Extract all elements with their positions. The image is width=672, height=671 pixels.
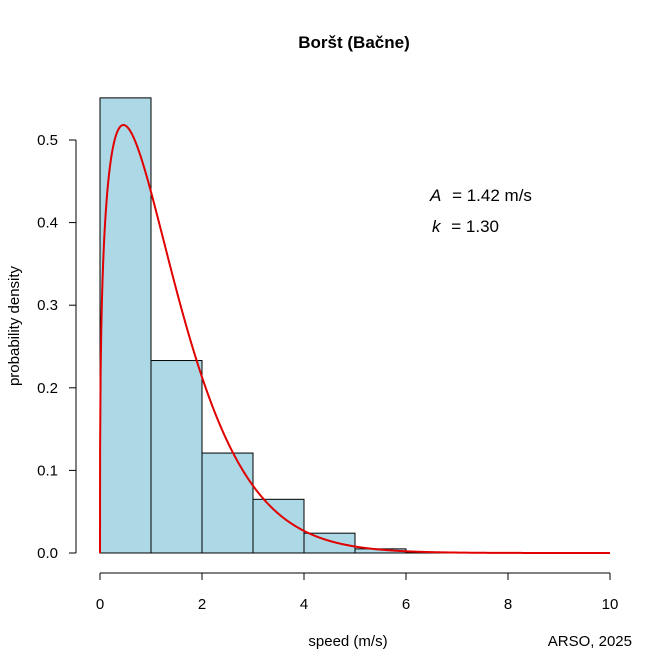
histogram-bar-1-2 [150, 360, 203, 554]
x-tick-label: 8 [504, 596, 512, 613]
x-axis-label: speed (m/s) [308, 633, 387, 650]
y-tick-label: 0.2 [37, 380, 58, 397]
chart-title: Boršt (Bačne) [298, 33, 409, 52]
histogram-bar-2-3 [201, 452, 254, 554]
y-tick-label: 0.0 [37, 545, 58, 562]
scale-parameter-value: = 1.42 m/s [452, 186, 532, 205]
x-tick-label: 6 [402, 596, 410, 613]
y-axis-label: probability density [6, 265, 23, 386]
x-tick-label: 10 [602, 596, 619, 613]
y-tick-label: 0.3 [37, 297, 58, 314]
y-tick-label: 0.4 [37, 215, 58, 232]
histogram-bar-4-5 [303, 532, 356, 554]
x-tick-label: 0 [96, 596, 104, 613]
source-credit: ARSO, 2025 [548, 633, 632, 650]
y-tick-label: 0.1 [37, 462, 58, 479]
scale-parameter-symbol: A [429, 186, 441, 205]
weibull-fit-line [99, 123, 610, 554]
y-axis: 0.0 0.1 0.2 0.3 0.4 0.5 [37, 132, 77, 562]
shape-parameter-symbol: k [432, 217, 442, 236]
shape-parameter-value: = 1.30 [451, 217, 499, 236]
x-tick-label: 4 [300, 596, 308, 613]
histogram-bars [99, 97, 458, 554]
x-axis: 0 2 4 6 8 10 [96, 572, 619, 613]
weibull-fit-curve [99, 123, 610, 554]
x-tick-label: 2 [198, 596, 206, 613]
y-tick-label: 0.5 [37, 132, 58, 149]
shape-parameter-annotation: k = 1.30 [432, 217, 499, 236]
scale-parameter-annotation: A = 1.42 m/s [429, 186, 532, 205]
